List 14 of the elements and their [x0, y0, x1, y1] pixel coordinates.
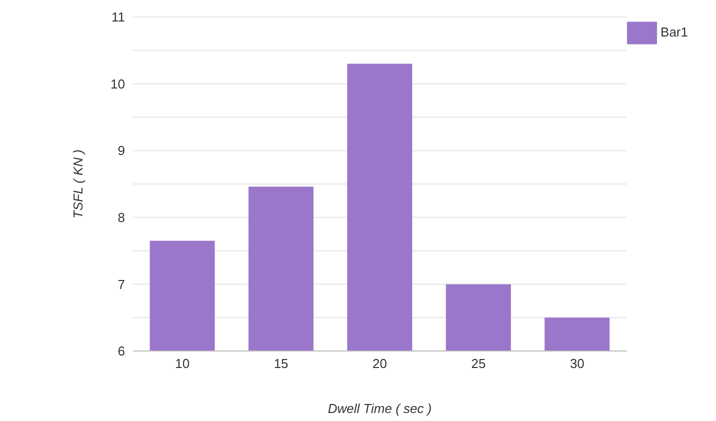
x-axis-title: Dwell Time ( sec ) [328, 401, 432, 416]
y-axis-title: TSFL ( KN ) [70, 149, 86, 219]
x-tick-label: 25 [471, 356, 486, 372]
y-tick-label: 10 [110, 76, 125, 92]
x-tick-label: 30 [570, 356, 584, 372]
x-tick-label: 20 [372, 356, 387, 372]
y-tick-label: 6 [118, 344, 125, 359]
y-tick-label: 9 [118, 143, 125, 158]
x-tick-label: 10 [175, 356, 190, 372]
x-tick-label: 15 [274, 356, 288, 372]
y-tick-label: 8 [118, 210, 125, 226]
y-tick-label: 7 [118, 276, 125, 292]
y-tick-label: 11 [112, 10, 125, 25]
legend-label: Bar1 [660, 24, 688, 40]
